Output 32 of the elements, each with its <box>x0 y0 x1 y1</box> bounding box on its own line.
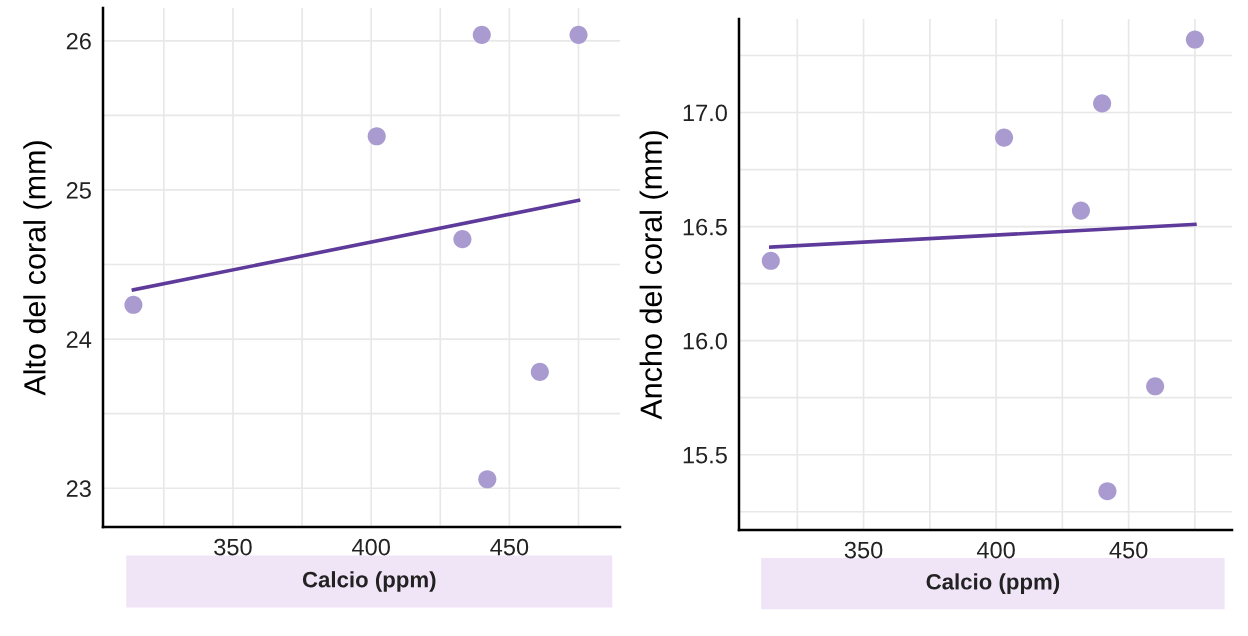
point <box>472 25 491 44</box>
point <box>761 251 780 270</box>
point <box>478 470 497 489</box>
x-tick-label: 450 <box>1109 541 1148 559</box>
y-tick-label: 16.5 <box>683 218 727 236</box>
point <box>124 295 143 314</box>
y-tick-label: 23 <box>66 480 91 498</box>
x-tick-label: 400 <box>976 541 1015 559</box>
point <box>367 127 386 146</box>
x-tick-label: 450 <box>490 538 529 556</box>
point <box>569 25 588 44</box>
y-axis-title: Ancho del coral (mm) <box>639 131 669 420</box>
y-tick-label: 15.5 <box>683 447 727 464</box>
x-axis-title: Calcio (ppm) <box>302 571 436 592</box>
point <box>1093 94 1112 113</box>
point <box>1071 201 1090 220</box>
x-tick-label: 350 <box>214 538 252 556</box>
x-axis-title: Calcio (ppm) <box>926 573 1060 595</box>
point <box>1185 30 1204 49</box>
y-tick-label: 17.0 <box>683 104 727 122</box>
point <box>530 362 549 381</box>
point <box>453 230 472 249</box>
point <box>995 128 1014 147</box>
y-tick-label: 26 <box>66 32 91 50</box>
y-tick-label: 24 <box>66 331 92 348</box>
x-tick-label: 400 <box>352 538 390 556</box>
y-tick-label: 25 <box>66 182 91 199</box>
point <box>1146 377 1165 396</box>
x-tick-label: 350 <box>844 541 883 559</box>
y-axis-title: Alto del coral (mm) <box>23 141 52 396</box>
point <box>1098 482 1117 501</box>
y-tick-label: 16.0 <box>683 332 727 350</box>
